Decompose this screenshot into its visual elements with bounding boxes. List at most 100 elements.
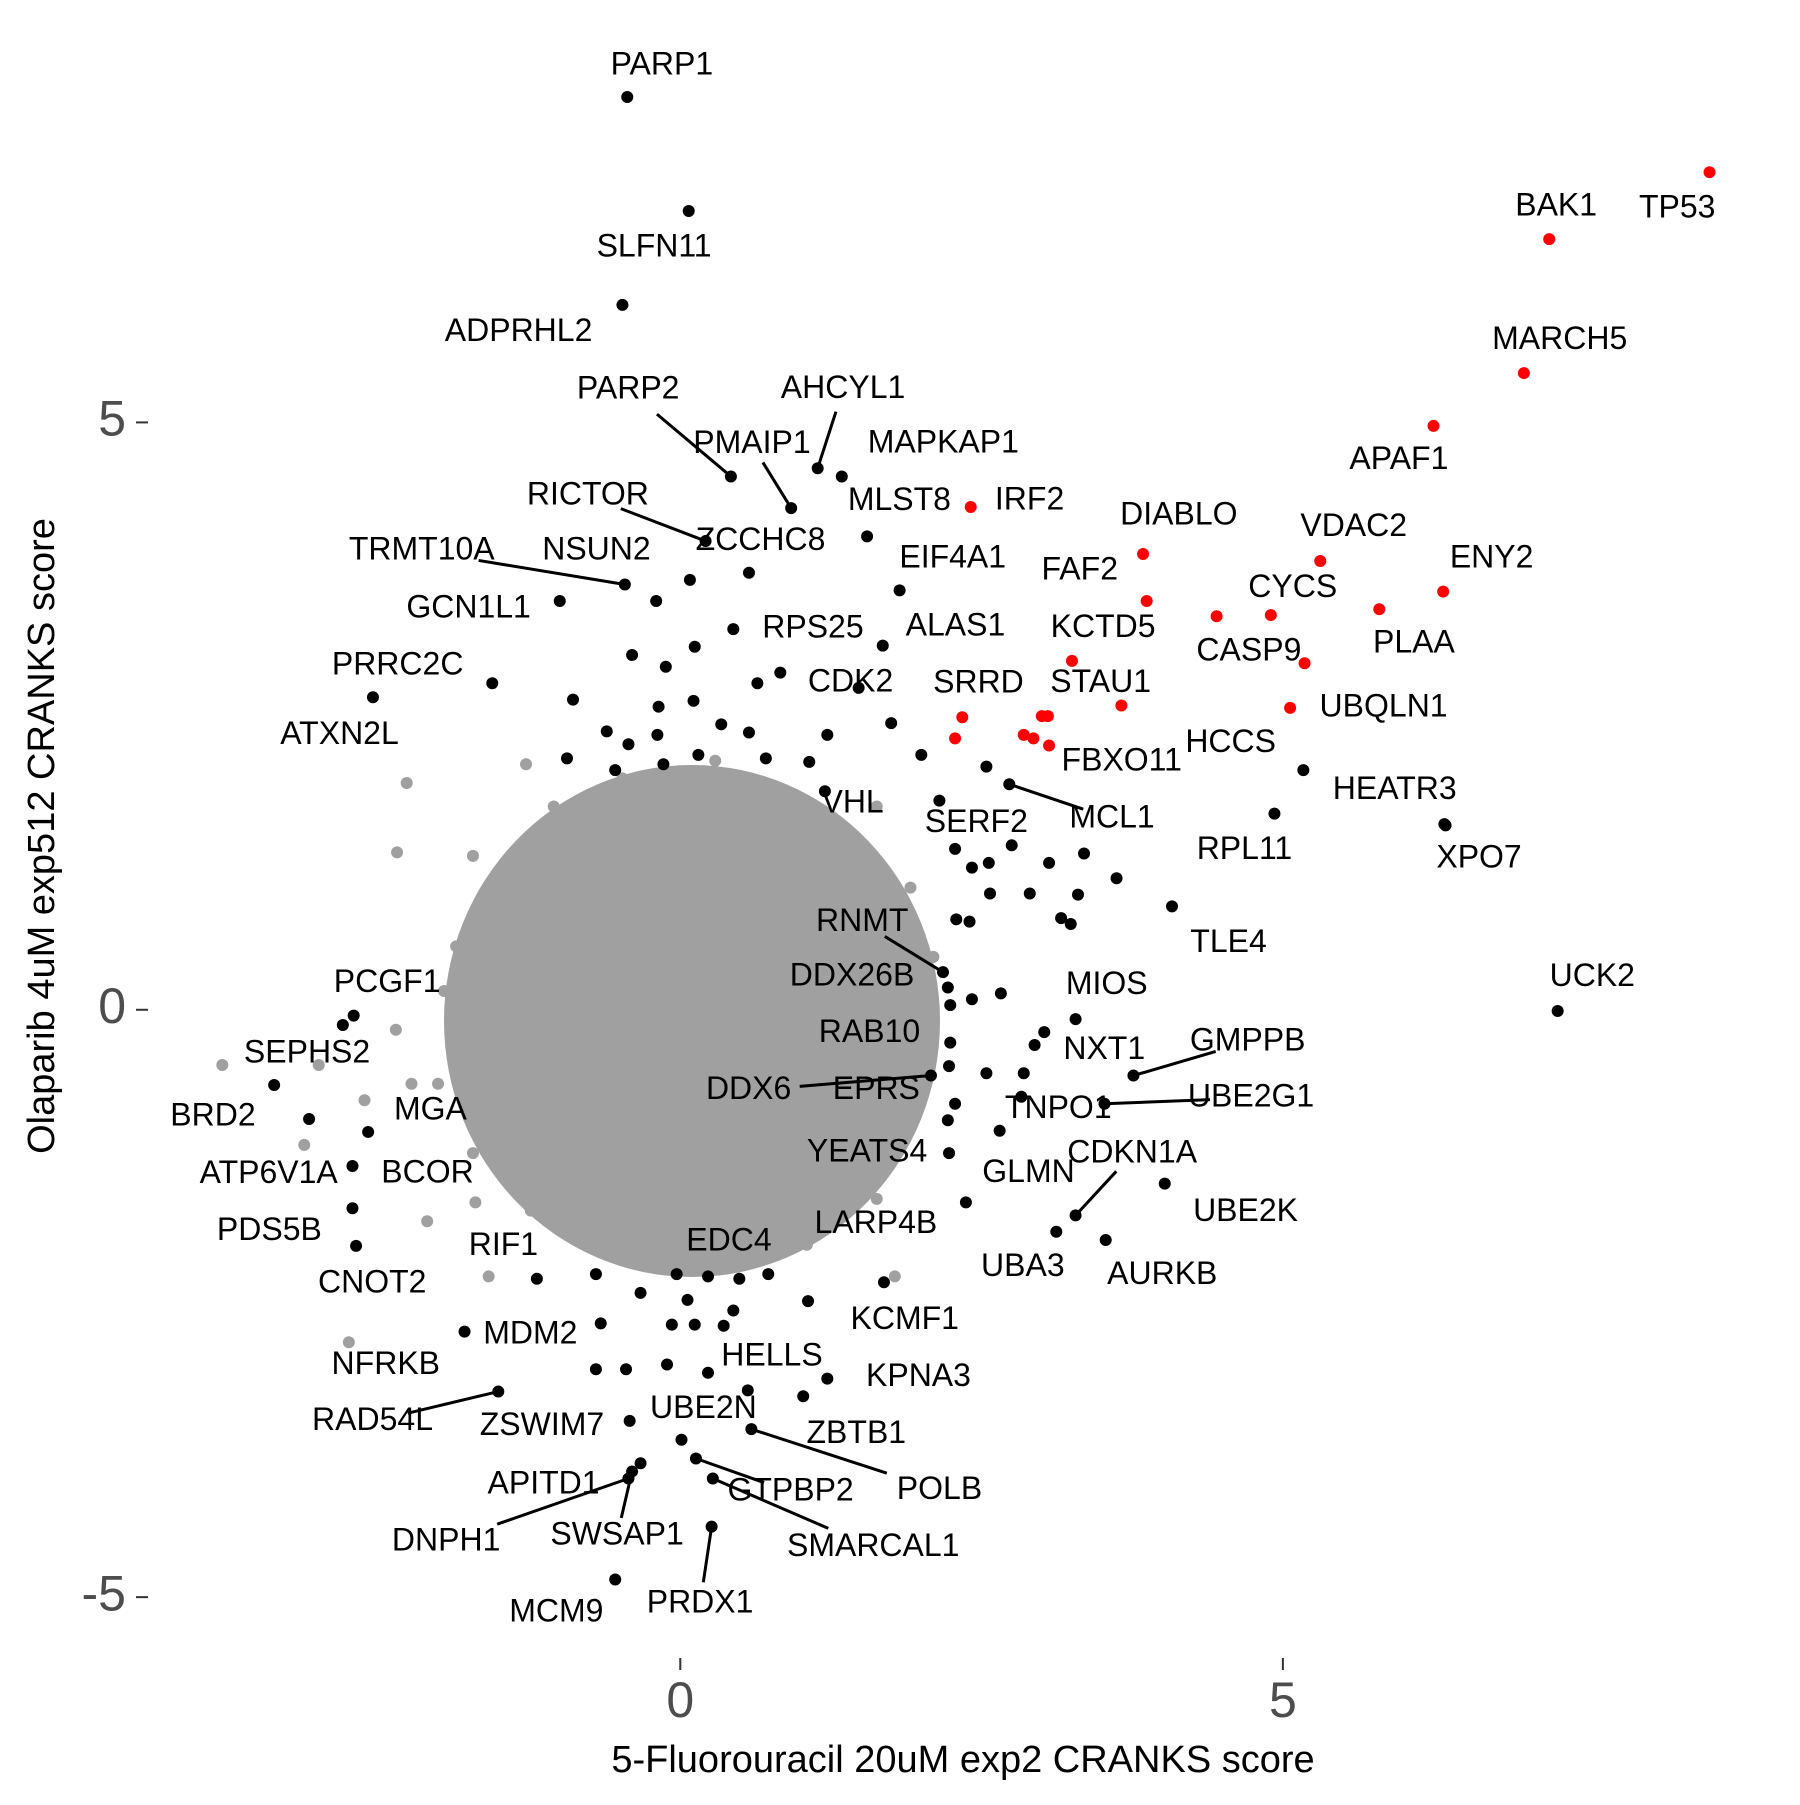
point — [298, 1138, 311, 1151]
point — [1023, 887, 1036, 900]
point — [567, 693, 580, 706]
point — [741, 1384, 754, 1397]
point-label: MIOS — [1066, 965, 1148, 1001]
point-label: ZSWIM7 — [480, 1406, 604, 1442]
label-leader — [816, 411, 838, 469]
point — [994, 987, 1007, 1000]
point — [482, 1270, 495, 1283]
point — [600, 725, 613, 738]
point — [1165, 900, 1178, 913]
point-label: MARCH5 — [1492, 320, 1627, 356]
label-leader — [619, 1471, 634, 1519]
point-label: SRRD — [933, 663, 1024, 699]
point — [389, 1023, 402, 1036]
point — [1071, 888, 1084, 901]
point — [893, 584, 906, 597]
point-label: PRRC2C — [332, 645, 464, 681]
point — [774, 666, 787, 679]
point — [652, 700, 665, 713]
point — [1078, 847, 1091, 860]
point — [943, 1147, 956, 1160]
point — [870, 800, 883, 813]
point — [1543, 233, 1556, 246]
point — [904, 881, 917, 894]
point — [1314, 555, 1327, 568]
point-label: EDC4 — [686, 1221, 771, 1257]
label-leader — [655, 412, 732, 478]
point — [876, 639, 889, 652]
point-label: SMARCAL1 — [787, 1527, 960, 1563]
label-leader — [1104, 1098, 1211, 1106]
point-label: ZBTB1 — [807, 1414, 907, 1450]
point-label: PLAA — [1373, 623, 1455, 659]
point — [1027, 732, 1040, 745]
point-label: DDX26B — [790, 957, 915, 993]
point — [715, 718, 728, 731]
point — [717, 1319, 730, 1332]
point — [941, 1114, 954, 1127]
point — [993, 1124, 1006, 1137]
point — [965, 993, 978, 1006]
point — [216, 1058, 229, 1071]
point-label: FAF2 — [1042, 550, 1118, 586]
point — [616, 772, 629, 785]
point — [1050, 1225, 1063, 1238]
point — [800, 800, 813, 813]
point — [675, 1433, 688, 1446]
point-label: NFRKB — [332, 1345, 440, 1381]
point-label: KPNA3 — [866, 1357, 971, 1393]
point — [733, 1272, 746, 1285]
point — [1158, 1177, 1171, 1190]
label-leader — [1074, 1170, 1118, 1217]
point-label: TP53 — [1639, 189, 1715, 225]
point — [681, 1293, 694, 1306]
point — [400, 777, 413, 790]
y-axis-title: Olaparib 4uM exp512 CRANKS score — [21, 518, 63, 1154]
point — [622, 738, 635, 751]
point-label: GTPBP2 — [727, 1471, 853, 1507]
point — [336, 1019, 349, 1032]
point — [933, 794, 946, 807]
point-label: BRD2 — [170, 1097, 255, 1133]
point — [458, 1325, 471, 1338]
point — [346, 1160, 359, 1173]
point-label: MCM9 — [509, 1592, 603, 1628]
point — [438, 984, 451, 997]
point — [927, 950, 940, 963]
point — [342, 1336, 355, 1349]
point — [944, 1036, 957, 1049]
point — [959, 1196, 972, 1209]
x-tick-label: 5 — [1269, 1672, 1297, 1728]
point — [944, 999, 957, 1012]
point — [821, 1372, 834, 1385]
point — [650, 594, 663, 607]
point — [466, 849, 479, 862]
point — [709, 754, 722, 767]
point-label: PRDX1 — [647, 1583, 754, 1619]
point — [1140, 594, 1153, 607]
point — [803, 755, 816, 768]
point — [688, 640, 701, 653]
point — [915, 748, 928, 761]
point — [520, 758, 533, 771]
point — [885, 717, 898, 730]
point — [477, 893, 490, 906]
point — [702, 1366, 715, 1379]
point — [709, 1262, 722, 1275]
point — [1427, 419, 1440, 432]
point — [620, 1363, 633, 1376]
point — [1069, 1013, 1082, 1026]
point — [303, 1113, 316, 1126]
point-label: MCL1 — [1069, 798, 1154, 834]
point-label: UBQLN1 — [1320, 687, 1448, 723]
point — [623, 1414, 636, 1427]
point — [982, 856, 995, 869]
point — [1439, 819, 1452, 832]
point — [1268, 807, 1281, 820]
point-label: VHL — [821, 783, 883, 819]
point-label: HELLS — [721, 1336, 822, 1372]
point-label: AHCYL1 — [781, 369, 906, 405]
point — [727, 1304, 740, 1317]
point — [1005, 839, 1018, 852]
point-label: XPO7 — [1436, 838, 1521, 874]
